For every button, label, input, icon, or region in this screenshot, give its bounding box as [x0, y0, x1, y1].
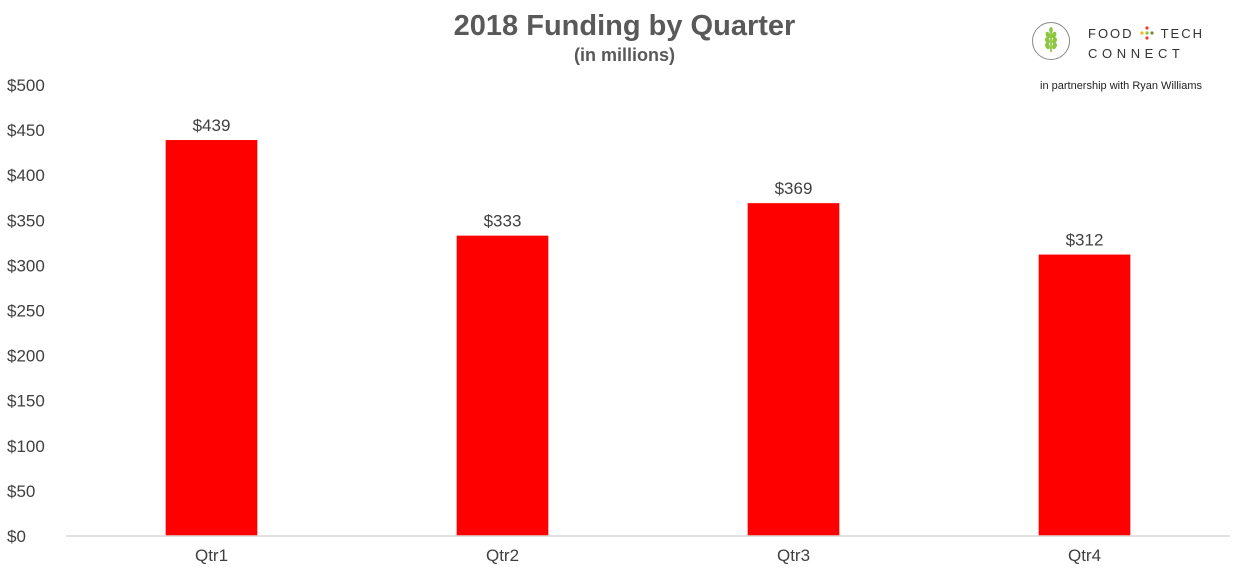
y-tick-label: $50	[7, 482, 35, 501]
logo-word-connect: CONNECT	[1088, 46, 1185, 61]
logo-partnership-text: in partnership with Ryan Williams	[1040, 80, 1202, 92]
x-axis: Qtr1 Qtr2 Qtr3 Qtr4	[195, 546, 1101, 565]
y-tick-label: $200	[7, 347, 45, 366]
foodtech-connect-logo: FOOD TECH CONNECT in partnership with Ry…	[1030, 20, 1230, 100]
logo-circle	[1032, 22, 1070, 60]
data-label: $369	[775, 179, 813, 198]
logo-word-tech: TECH	[1160, 26, 1204, 41]
bar-qtr2	[456, 235, 549, 536]
x-tick-label: Qtr1	[195, 546, 228, 565]
wheat-icon	[1044, 26, 1057, 52]
x-tick-label: Qtr4	[1068, 546, 1101, 565]
bar-qtr3	[747, 203, 840, 537]
logo-brand-top: FOOD TECH	[1088, 26, 1204, 41]
y-tick-label: $450	[7, 121, 45, 140]
logo-word-food: FOOD	[1088, 26, 1134, 41]
y-tick-label: $100	[7, 437, 45, 456]
chart-subtitle: (in millions)	[574, 45, 675, 65]
bar-qtr1	[165, 140, 258, 536]
y-tick-label: $400	[7, 166, 45, 185]
y-tick-label: $500	[7, 76, 45, 95]
y-tick-label: $300	[7, 256, 45, 275]
y-tick-label: $150	[7, 392, 45, 411]
data-label: $439	[193, 116, 231, 135]
plus-dots-icon	[1140, 26, 1154, 40]
data-label: $312	[1066, 231, 1104, 250]
bars: $439 $333 $369 $312	[165, 116, 1131, 537]
data-label: $333	[484, 212, 522, 231]
chart-title: 2018 Funding by Quarter	[453, 10, 796, 42]
x-tick-label: Qtr3	[777, 546, 810, 565]
x-tick-label: Qtr2	[486, 546, 519, 565]
y-tick-label: $0	[7, 527, 26, 546]
bar-qtr4	[1038, 254, 1131, 537]
y-tick-label: $250	[7, 302, 45, 321]
y-tick-label: $350	[7, 211, 45, 230]
y-axis: $0 $50 $100 $150 $200 $250 $300 $350 $400 $450 $50…	[7, 76, 45, 546]
